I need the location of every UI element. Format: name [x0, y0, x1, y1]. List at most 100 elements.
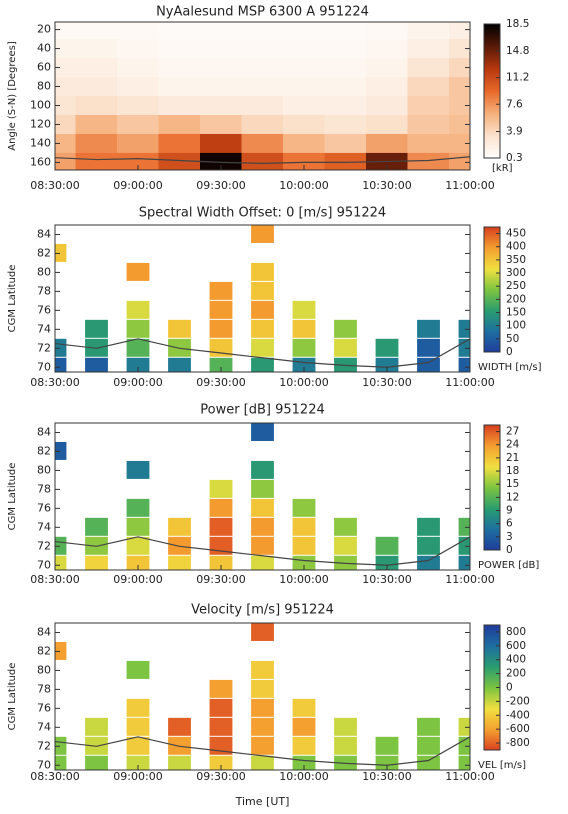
y-tick-label: 80: [37, 80, 51, 93]
colorbar-step: [484, 252, 500, 255]
cell: [251, 498, 274, 517]
colorbar-step: [484, 658, 500, 661]
y-tick-label: 120: [30, 117, 51, 130]
cell: [251, 717, 274, 736]
cell: [417, 319, 440, 338]
colorbar-step: [484, 146, 500, 150]
colorbar-step: [484, 32, 500, 36]
cell: [75, 133, 118, 154]
colorbar-step: [484, 689, 500, 693]
colorbar-step: [484, 113, 500, 117]
cell: [209, 679, 233, 698]
cell: [324, 96, 367, 116]
colorbar-step: [484, 324, 500, 328]
cell: [55, 39, 76, 59]
colorbar-step: [484, 647, 500, 651]
colorbar-tick-label: 24: [506, 439, 520, 451]
colorbar-step: [484, 518, 500, 522]
cell: [209, 698, 233, 717]
cell: [458, 517, 470, 536]
cell: [209, 357, 233, 372]
colorbar-step: [484, 299, 500, 303]
cell: [251, 281, 274, 300]
colorbar-step: [484, 316, 500, 320]
cell: [85, 517, 108, 536]
cell: [375, 736, 399, 755]
y-tick-label: 80: [37, 265, 51, 278]
cell: [126, 300, 150, 319]
y-tick-label: 82: [37, 246, 51, 259]
y-tick-label: 74: [37, 520, 51, 533]
colorbar-step: [484, 639, 500, 643]
colorbar-step: [484, 727, 500, 730]
colorbar-step: [484, 149, 500, 152]
colorbar-step: [484, 722, 500, 726]
colorbar-step: [484, 37, 500, 41]
cell: [324, 22, 367, 40]
colorbar-step: [484, 429, 500, 432]
cell: [209, 717, 233, 736]
colorbar-step: [484, 625, 500, 628]
cell: [292, 300, 316, 319]
cell: [366, 77, 408, 97]
colorbar-step: [484, 287, 500, 290]
colorbar-step: [484, 277, 500, 280]
colorbar-tick-label: 21: [506, 452, 519, 464]
colorbar-tick-label: 50: [506, 333, 519, 345]
plot-frame: [54, 224, 471, 373]
colorbar-step: [484, 155, 500, 159]
cell: [126, 357, 150, 372]
colorbar-step: [484, 483, 500, 486]
colorbar-step: [484, 312, 500, 315]
plot-area: [55, 423, 470, 570]
colorbar-step: [484, 731, 500, 734]
colorbar-step: [484, 441, 500, 445]
cell: [200, 58, 242, 78]
colorbar-step: [484, 508, 500, 511]
colorbar-step: [484, 735, 500, 738]
y-tick-label: 100: [30, 98, 51, 111]
y-tick-label: 70: [37, 360, 51, 373]
colorbar-step: [484, 631, 500, 634]
colorbar-step: [484, 520, 500, 524]
cell: [126, 698, 150, 717]
cell: [241, 114, 284, 135]
colorbar-step: [484, 329, 500, 332]
colorbar-step: [484, 693, 500, 697]
colorbar-step: [484, 718, 500, 722]
colorbar-step: [484, 274, 500, 278]
y-tick-label: 76: [37, 303, 51, 316]
colorbar-step: [484, 695, 500, 699]
colorbar-step: [484, 456, 500, 459]
colorbar-step: [484, 44, 500, 47]
cell: [168, 717, 191, 736]
cell: [283, 152, 325, 170]
x-tick-label: 09:00:00: [113, 376, 162, 389]
colorbar-step: [484, 343, 500, 347]
y-tick-label: 76: [37, 501, 51, 514]
boundary-line: [55, 338, 470, 368]
cell: [407, 39, 450, 59]
boundary-line: [55, 156, 470, 164]
colorbar-tick-label: 0: [506, 346, 513, 358]
cell: [458, 555, 470, 570]
colorbar-step: [484, 495, 500, 499]
colorbar-step: [484, 142, 500, 146]
cell: [251, 679, 274, 698]
x-axis-label: Time [UT]: [235, 795, 290, 808]
colorbar-step: [484, 479, 500, 482]
cell: [126, 338, 150, 357]
cell: [283, 77, 325, 97]
colorbar-step: [484, 706, 500, 709]
cell: [334, 755, 357, 770]
colorbar-tick-label: 450: [506, 228, 526, 240]
cell: [251, 623, 274, 641]
cell: [117, 39, 159, 59]
colorbar-step: [484, 84, 500, 88]
plot-area: [55, 225, 470, 372]
colorbar-step: [484, 741, 500, 745]
colorbar-step: [484, 128, 500, 132]
cell: [407, 96, 450, 116]
cell: [417, 555, 440, 570]
cell: [117, 133, 159, 154]
